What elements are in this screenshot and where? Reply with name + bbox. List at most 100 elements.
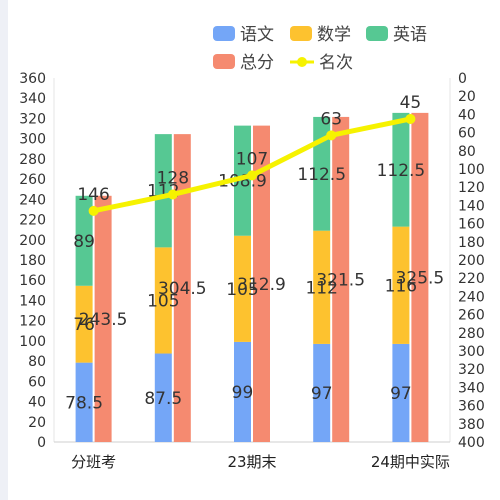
bar-label-1-0: 76 xyxy=(73,315,95,335)
left-tick-240: 240 xyxy=(19,192,46,208)
bar-label-1-3: 112 xyxy=(305,278,337,298)
rank-point-3 xyxy=(326,130,337,141)
x-axis: 分班考 23期末 24期中实际 xyxy=(54,441,450,471)
right-tick-340: 340 xyxy=(458,380,485,396)
right-tick-100: 100 xyxy=(458,162,485,178)
bar-1-0 xyxy=(75,285,93,363)
bar-2-1 xyxy=(154,134,172,248)
rank-label-1: 128 xyxy=(157,168,189,188)
bar-label-total-0: 243.5 xyxy=(79,310,128,330)
legend-swatch-1 xyxy=(290,26,312,41)
right-tick-280: 280 xyxy=(458,326,485,342)
legend-label-3: 总分 xyxy=(240,53,274,73)
left-tick-0: 0 xyxy=(37,435,46,451)
bar-0-2 xyxy=(234,341,251,442)
right-tick-80: 80 xyxy=(458,144,476,160)
right-tick-240: 240 xyxy=(458,289,485,305)
left-tick-140: 140 xyxy=(19,293,46,309)
rank-point-1 xyxy=(167,189,178,200)
rank-label-2: 107 xyxy=(236,149,268,169)
bar-label-0-1: 87.5 xyxy=(144,389,182,409)
rank-label-3: 63 xyxy=(320,109,342,129)
bar-2-0 xyxy=(75,195,93,286)
legend-rank-dot xyxy=(297,57,307,67)
left-tick-180: 180 xyxy=(19,253,46,269)
right-tick-380: 380 xyxy=(458,417,485,433)
left-tick-40: 40 xyxy=(28,395,46,411)
right-y-axis: 0 20 40 60 80 100 120 140 160 180 200 220 240 260 280 3… xyxy=(449,71,485,451)
bar-1-3 xyxy=(313,230,331,344)
bar-label-0-0: 78.5 xyxy=(65,393,103,413)
right-tick-160: 160 xyxy=(458,217,485,233)
bar-2-2 xyxy=(234,125,251,236)
legend-label-2: 英语 xyxy=(393,25,427,45)
right-tick-260: 260 xyxy=(458,308,485,324)
bar-total-3 xyxy=(332,116,350,442)
bar-2-3 xyxy=(313,116,331,231)
left-tick-300: 300 xyxy=(19,132,46,148)
left-tick-160: 160 xyxy=(19,273,46,289)
bars-layer xyxy=(75,112,429,442)
right-tick-140: 140 xyxy=(458,198,485,214)
bar-label-1-2: 105 xyxy=(226,280,258,300)
right-tick-360: 360 xyxy=(458,399,485,415)
right-tick-320: 320 xyxy=(458,362,485,378)
rank-line-layer: 146 128 107 63 45 xyxy=(77,93,421,216)
right-tick-400: 400 xyxy=(458,435,485,451)
bar-0-3 xyxy=(313,343,331,442)
bar-1-4 xyxy=(392,226,410,344)
legend-swatch-2 xyxy=(366,26,388,41)
left-tick-220: 220 xyxy=(19,213,46,229)
bar-0-4 xyxy=(392,343,410,442)
x-tick-label-2: 23期末 xyxy=(227,453,276,471)
legend-label-0: 语文 xyxy=(240,25,274,45)
left-tick-260: 260 xyxy=(19,172,46,188)
left-tick-340: 340 xyxy=(19,91,46,107)
bar-label-0-4: 97 xyxy=(390,384,412,404)
legend-label-rank: 名次 xyxy=(319,53,353,73)
rank-point-0 xyxy=(88,205,99,216)
bar-total-0 xyxy=(94,195,112,442)
bar-total-1 xyxy=(173,134,191,442)
bar-labels-layer: 78.57689243.587.5105112304.599105108.931… xyxy=(65,161,444,414)
bar-label-total-1: 304.5 xyxy=(158,279,207,299)
left-tick-80: 80 xyxy=(28,354,46,370)
right-tick-0: 0 xyxy=(458,71,467,87)
left-tick-100: 100 xyxy=(19,334,46,350)
legend-swatch-0 xyxy=(213,26,235,41)
left-edge-strip xyxy=(0,0,8,500)
bar-1-2 xyxy=(234,235,251,342)
bar-label-1-4: 116 xyxy=(385,276,417,296)
left-tick-200: 200 xyxy=(19,233,46,249)
left-tick-280: 280 xyxy=(19,152,46,168)
rank-point-4 xyxy=(405,113,416,124)
right-tick-120: 120 xyxy=(458,180,485,196)
bar-label-2-3: 112.5 xyxy=(297,165,346,185)
left-tick-20: 20 xyxy=(28,415,46,431)
left-tick-320: 320 xyxy=(19,111,46,127)
bar-2-4 xyxy=(392,112,410,227)
bar-label-2-0: 89 xyxy=(73,232,95,252)
rank-label-4: 45 xyxy=(400,93,422,113)
bar-1-1 xyxy=(154,247,172,354)
bar-0-1 xyxy=(154,353,172,442)
bar-total-4 xyxy=(411,112,429,442)
right-tick-40: 40 xyxy=(458,107,476,123)
x-tick-label-0: 分班考 xyxy=(71,453,116,471)
bar-label-total-3: 321.5 xyxy=(316,270,365,290)
left-tick-360: 360 xyxy=(19,71,46,87)
left-tick-120: 120 xyxy=(19,314,46,330)
left-tick-60: 60 xyxy=(28,374,46,390)
right-tick-60: 60 xyxy=(458,126,476,142)
rank-label-0: 146 xyxy=(77,185,109,205)
x-tick-label-4: 24期中实际 xyxy=(371,453,450,471)
bar-total-2 xyxy=(253,125,270,442)
legend-swatch-3 xyxy=(213,54,235,69)
left-y-axis: 0 20 40 60 80 100 120 140 160 180 200 220 240 260 280 3… xyxy=(19,71,55,451)
bar-label-0-2: 99 xyxy=(232,383,254,403)
right-tick-200: 200 xyxy=(458,253,485,269)
bar-label-1-1: 105 xyxy=(147,291,179,311)
right-tick-220: 220 xyxy=(458,271,485,287)
bar-label-total-4: 325.5 xyxy=(396,268,445,288)
